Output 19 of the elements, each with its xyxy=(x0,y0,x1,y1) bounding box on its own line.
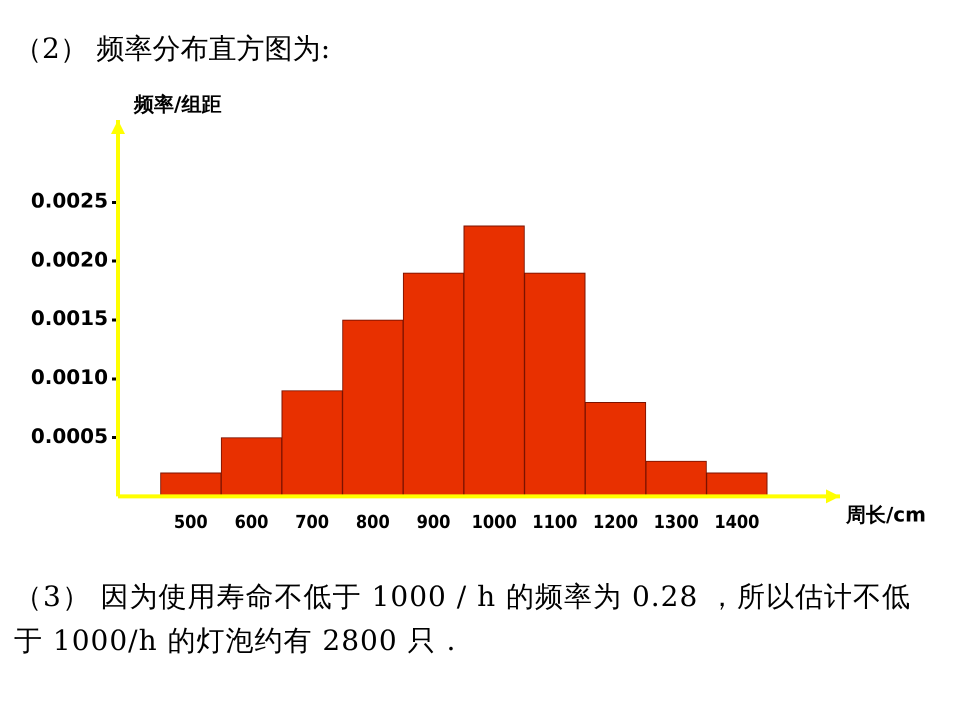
x-tick-label: 700 xyxy=(295,512,330,533)
x-tick-label: 1300 xyxy=(654,512,699,533)
x-tick-label: 1400 xyxy=(714,512,760,533)
y-axis-title: 频率/组距 xyxy=(133,92,222,116)
x-axis-title: 周长/cm xyxy=(845,502,926,527)
x-tick-label: 1000 xyxy=(472,512,517,533)
y-tick-label: 0.0005 xyxy=(30,424,108,448)
y-tick-label: 0.0010 xyxy=(30,364,108,389)
x-tick-label: 1100 xyxy=(532,512,578,533)
x-tick-label: 500 xyxy=(174,512,208,533)
x-tick-label: 900 xyxy=(416,512,450,533)
text: （3） 因为使用寿命不低于 1000 / h 的频率为 0.28 ，所以估计不低于 1000/h 的灯泡约有 2800 只 . xyxy=(14,579,912,659)
y-tick-label: 0.0020 xyxy=(30,247,108,272)
y-tick-label: 0.0015 xyxy=(30,306,108,330)
y-tick-label: 0.0025 xyxy=(30,188,108,213)
x-tick-label: 600 xyxy=(234,512,268,533)
chart-title: （2） 频率分布直方图为: xyxy=(14,31,330,67)
x-tick-label: 800 xyxy=(356,512,390,533)
x-tick-label: 1200 xyxy=(592,512,638,533)
